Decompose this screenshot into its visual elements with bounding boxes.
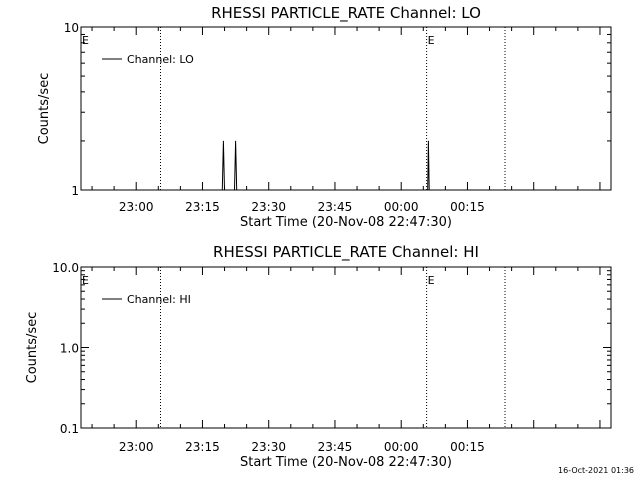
chart-2-x-tick-label: 23:00	[119, 440, 154, 454]
chart-2-title: RHESSI PARTICLE_RATE Channel: HI	[213, 243, 479, 262]
chart-1-x-tick-label: 00:00	[384, 200, 419, 214]
chart-2-y-tick-label: 10.0	[52, 261, 79, 275]
chart-2-x-tick-label: 23:15	[185, 440, 220, 454]
chart-1-x-tick-label: 23:15	[185, 200, 220, 214]
chart-2-x-tick-label: 00:15	[450, 440, 485, 454]
chart-1-y-tick-label: 1	[71, 184, 79, 198]
chart-2-x-tick-label: 23:45	[318, 440, 353, 454]
chart-1-y-tick-label: 10	[64, 21, 79, 35]
chart-2-y-tick-label: 0.1	[60, 422, 79, 436]
chart-2-x-tick-label: 00:00	[384, 440, 419, 454]
chart-2-x-axis-label: Start Time (20-Nov-08 22:47:30)	[240, 455, 452, 470]
chart-1-plot-frame	[80, 26, 612, 191]
chart-1-series-1-spike-1	[221, 140, 225, 191]
chart-2-y-tick-label: 1.0	[60, 342, 79, 356]
chart-1-x-tick-label: 23:45	[318, 200, 353, 214]
chart-2-marker-label: E	[82, 274, 89, 287]
chart-1-series-1-spike-3	[427, 140, 430, 191]
chart-2-marker-label: E	[428, 274, 435, 287]
chart-1-x-tick-label: 00:15	[450, 200, 485, 214]
chart-1-x-tick-label: 23:00	[119, 200, 154, 214]
chart-1-series-1-spike-2	[234, 140, 238, 191]
chart-1-x-axis-label: Start Time (20-Nov-08 22:47:30)	[240, 215, 452, 230]
chart-1-marker-label: E	[82, 34, 89, 47]
chart-1-legend-label: Channel: LO	[127, 53, 194, 66]
generation-timestamp: 16-Oct-2021 01:36	[558, 466, 634, 475]
chart-2-x-tick-label: 23:30	[251, 440, 286, 454]
chart-1-title: RHESSI PARTICLE_RATE Channel: LO	[211, 4, 481, 23]
chart-1-marker-label: E	[428, 34, 435, 47]
chart-1-y-axis-label: Counts/sec	[37, 73, 52, 145]
chart-1-x-tick-label: 23:30	[251, 200, 286, 214]
chart-2-y-axis-label: Counts/sec	[25, 312, 40, 384]
chart-2-legend-label: Channel: HI	[127, 293, 191, 306]
